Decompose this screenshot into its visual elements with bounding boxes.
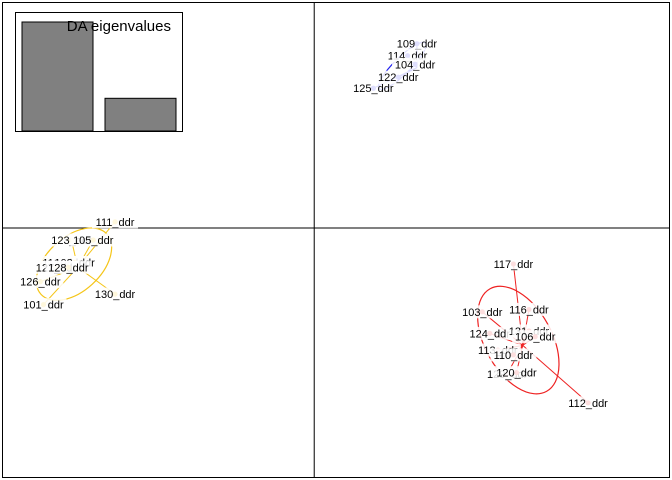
label-background xyxy=(512,330,559,344)
label-background xyxy=(505,302,552,316)
label-background xyxy=(375,70,422,84)
point-label: 120_ddr xyxy=(496,368,537,380)
label-background xyxy=(45,260,92,274)
label-background xyxy=(350,81,397,95)
group-2: 111_ddr123_ddr105_ddr119_ddr108_ddr127_d… xyxy=(17,215,139,312)
point-label: 104_ddr xyxy=(395,59,436,71)
label-background xyxy=(92,287,139,301)
point-label: 128_ddr xyxy=(48,262,89,274)
point-label: 126_ddr xyxy=(20,277,61,289)
point-label: 130_ddr xyxy=(95,289,136,301)
eigenvalue-bar xyxy=(104,97,177,132)
label-background xyxy=(490,257,537,271)
point-label: 125_ddr xyxy=(353,83,394,95)
label-background xyxy=(393,37,440,51)
point-label: 112_ddr xyxy=(568,398,608,410)
label-background xyxy=(392,57,439,71)
group-3: 117_ddr103_ddr116_ddr124_ddr131_ddr106_d… xyxy=(459,257,612,410)
point-label: 124_ddr xyxy=(470,328,511,340)
label-background xyxy=(92,215,139,229)
label-background xyxy=(459,305,506,319)
inset-title: DA eigenvalues xyxy=(67,18,171,35)
point-label: 111_ddr xyxy=(96,217,135,229)
point-label: 109_ddr xyxy=(397,39,438,51)
label-background xyxy=(565,396,612,410)
label-background xyxy=(20,298,67,312)
label-background xyxy=(70,233,117,247)
eigenvalue-inset: DA eigenvalues xyxy=(15,12,183,132)
eigenvalue-bar xyxy=(21,21,94,132)
point-label: 117_ddr xyxy=(494,259,534,271)
point-label: 110_ddr xyxy=(494,350,534,362)
point-label: 105_ddr xyxy=(73,235,114,247)
point-label: 106_ddr xyxy=(515,332,556,344)
point-label: 101_ddr xyxy=(23,300,64,312)
label-background xyxy=(466,326,513,340)
point-label: 122_ddr xyxy=(378,72,419,84)
point-label: 116_ddr xyxy=(509,304,549,316)
inset-bars xyxy=(21,21,177,132)
label-background xyxy=(17,275,64,289)
label-background xyxy=(493,366,540,380)
label-background xyxy=(490,348,537,362)
point-label: 103_ddr xyxy=(462,307,503,319)
